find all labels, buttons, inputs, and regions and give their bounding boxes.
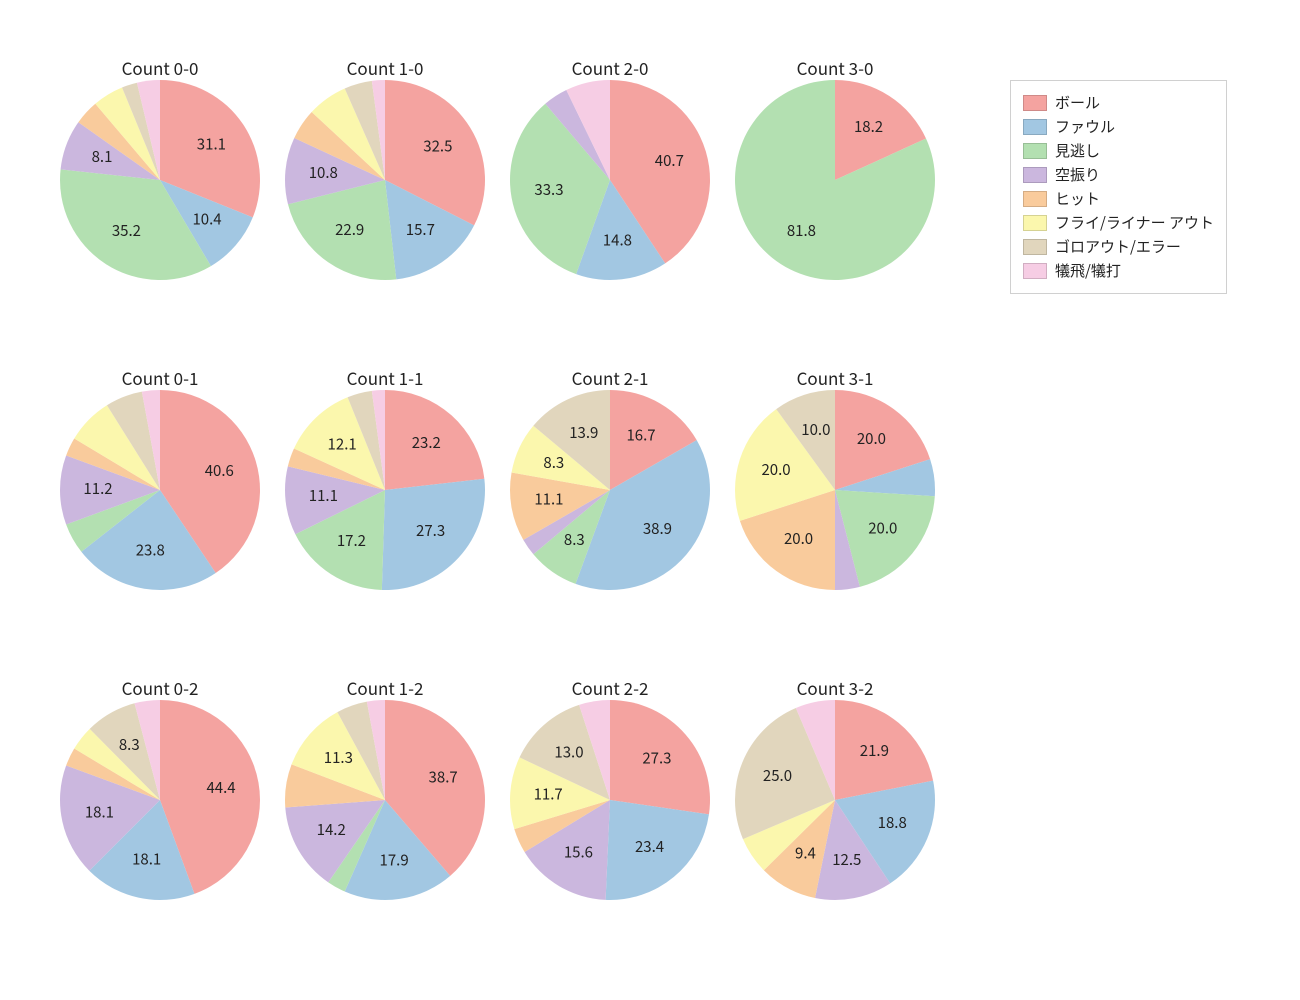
pie-slice-label: 23.4 [635, 836, 664, 857]
pie-slice-label: 10.4 [192, 208, 221, 229]
pie-chart: 40.7 14.8 33.3 [506, 76, 714, 284]
pie-slice-label: 38.9 [643, 518, 672, 539]
legend-label: 空振り [1055, 163, 1100, 187]
pie-slice-label: 20.0 [761, 459, 790, 480]
legend-label: 犠飛/犠打 [1055, 259, 1121, 283]
pie-chart: 20.0 20.0 20.0 20.0 10.0 [731, 386, 939, 594]
pie-slice-label: 13.9 [569, 422, 598, 443]
pie-slice-label: 31.1 [197, 133, 226, 154]
legend-swatch [1023, 119, 1047, 135]
pie-chart: 23.2 27.3 17.2 11.1 12.1 [281, 386, 489, 594]
legend-label: フライ/ライナー アウト [1055, 211, 1214, 235]
legend-item: ゴロアウト/エラー [1023, 235, 1214, 259]
legend-swatch [1023, 95, 1047, 111]
pie-slice-label: 32.5 [423, 136, 452, 157]
pie-slice-label: 11.1 [309, 485, 338, 506]
pie-slice-label: 20.0 [857, 428, 886, 449]
pie-slice-label: 27.3 [642, 748, 671, 769]
pie-slice-label: 15.7 [406, 219, 435, 240]
pie-slice-label: 16.7 [626, 424, 655, 445]
pie-slice-label: 10.0 [801, 419, 830, 440]
pie-slice-label: 8.3 [119, 734, 140, 755]
pie-slice-label: 8.3 [564, 529, 585, 550]
pie-slice-label: 17.9 [380, 849, 409, 870]
legend-swatch [1023, 263, 1047, 279]
pie-slice-label: 13.0 [554, 742, 583, 763]
pie-slice-label: 40.6 [205, 460, 234, 481]
legend-item: 見逃し [1023, 139, 1214, 163]
pie-chart: 16.738.98.311.18.313.9 [506, 386, 714, 594]
legend-item: 犠飛/犠打 [1023, 259, 1214, 283]
legend-label: ボール [1055, 91, 1100, 115]
pie-slice-label: 17.2 [337, 530, 366, 551]
pie-slice-label: 81.8 [787, 220, 816, 241]
pie-slice-label: 11.2 [83, 478, 112, 499]
pie-slice-label: 18.8 [878, 812, 907, 833]
pie-slice-label: 14.8 [603, 230, 632, 251]
pie-slice-label: 25.0 [763, 765, 792, 786]
pie-slice-label: 18.1 [132, 849, 161, 870]
legend-item: ファウル [1023, 115, 1214, 139]
legend-item: ヒット [1023, 187, 1214, 211]
pie-slice-label: 44.4 [206, 777, 235, 798]
pie-chart: 18.2 81.8 [731, 76, 939, 284]
pie-slice-label: 20.0 [868, 518, 897, 539]
pie-chart: 44.4 18.1 18.1 8.3 [56, 696, 264, 904]
legend-label: ファウル [1055, 115, 1115, 139]
pie-slice-label: 12.5 [832, 849, 861, 870]
legend-item: 空振り [1023, 163, 1214, 187]
legend-label: ヒット [1055, 187, 1100, 211]
legend: ボールファウル見逃し空振りヒットフライ/ライナー アウトゴロアウト/エラー犠飛/… [1010, 80, 1227, 294]
pie-slice-label: 8.1 [92, 146, 113, 167]
pie-slice-label: 22.9 [335, 219, 364, 240]
legend-swatch [1023, 239, 1047, 255]
pie-chart: 31.1 10.4 35.2 8.1 [56, 76, 264, 284]
pie-slice-label: 11.1 [534, 489, 563, 510]
legend-swatch [1023, 191, 1047, 207]
pie-slice-label: 15.6 [564, 841, 593, 862]
pie-slice-label: 10.8 [309, 162, 338, 183]
pie-slice-label: 9.4 [795, 843, 816, 864]
legend-item: ボール [1023, 91, 1214, 115]
pie-slice-label: 27.3 [416, 520, 445, 541]
pie-slice-label: 38.7 [429, 767, 458, 788]
pie-slice-label: 18.2 [854, 116, 883, 137]
pie-chart: 32.5 15.7 22.9 10.8 [281, 76, 489, 284]
pie-slice-label: 18.1 [85, 801, 114, 822]
pie-slice-label: 33.3 [534, 179, 563, 200]
pie-slice-label: 8.3 [543, 452, 564, 473]
pie-chart: 21.9 18.8 12.5 9.4 25.0 [731, 696, 939, 904]
legend-swatch [1023, 143, 1047, 159]
pie-slice-label: 20.0 [784, 528, 813, 549]
pie-chart: 38.7 17.9 14.2 11.3 [281, 696, 489, 904]
pie-slice-label: 14.2 [317, 819, 346, 840]
pie-slice-label: 35.2 [112, 220, 141, 241]
legend-swatch [1023, 167, 1047, 183]
pie-slice-label: 23.2 [412, 432, 441, 453]
legend-label: 見逃し [1055, 139, 1100, 163]
legend-item: フライ/ライナー アウト [1023, 211, 1214, 235]
pie-slice-label: 23.8 [136, 539, 165, 560]
legend-label: ゴロアウト/エラー [1055, 235, 1181, 259]
pie-slice-label: 11.7 [534, 784, 563, 805]
legend-swatch [1023, 215, 1047, 231]
pie-chart: 40.6 23.8 11.2 [56, 386, 264, 594]
pie-slice-label: 40.7 [655, 150, 684, 171]
pie-slice-label: 21.9 [860, 740, 889, 761]
pie-chart: 27.3 23.4 15.6 11.7 13.0 [506, 696, 714, 904]
pie-slice-label: 12.1 [328, 433, 357, 454]
chart-grid: Count 0-031.110.435.28.1Count 1-032.515.… [0, 0, 1300, 1000]
pie-slice-label: 11.3 [324, 747, 353, 768]
